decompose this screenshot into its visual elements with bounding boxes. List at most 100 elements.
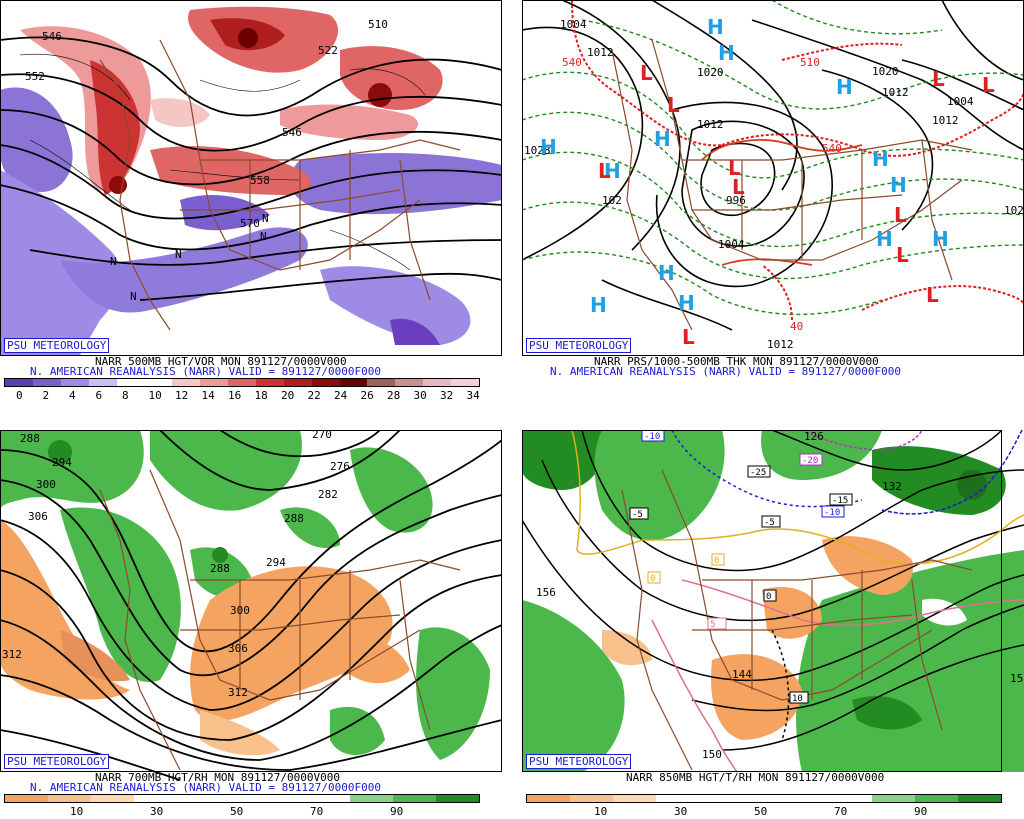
temp-label: 0 [714,556,719,566]
colorbar-tick-label: 8 [122,389,129,402]
colorbar-tick-label: 10 [70,805,84,818]
panel-700mb-rh: 288 294 300 306 270 276 282 288 288 294 … [0,416,502,819]
high-pressure-marker: H [718,41,735,65]
colorbar-tick-label: 24 [334,389,348,402]
colorbar-tick-label: 26 [360,389,374,402]
colorbar-swatch [91,795,135,802]
colorbar-swatch [423,379,451,386]
low-pressure-marker: L [732,175,745,199]
colorbar-swatch [656,795,700,802]
contour-label: 300 [230,604,250,617]
colorbar-swatch [283,379,312,386]
colorbar-swatch [255,379,284,386]
colorbar-swatch [5,795,49,802]
colorbar-tick-label: 0 [16,389,23,402]
low-pressure-marker: L [640,61,653,85]
colorbar-swatch [699,795,743,802]
high-pressure-marker: H [658,261,675,285]
colorbar-tick-label: 2 [42,389,50,402]
contour-label: 552 [25,70,45,83]
low-pressure-marker: L [982,73,995,97]
colorbar-tick-label: 20 [281,389,295,402]
contour-label: 570 [240,217,260,230]
height-label: 15 [1010,672,1023,685]
colorbar-swatch [339,379,368,386]
isobar-label: 1012 [767,338,794,351]
isobar-label: 1004 [718,238,745,251]
map-surface: 1004 1012 1020 1028 1012 1004 1012 1012 … [522,0,1024,351]
high-pressure-marker: H [654,127,671,151]
contour-label: 300 [36,478,56,491]
contour-label: 294 [266,556,286,569]
contour-label: 546 [282,126,302,139]
high-pressure-marker: H [590,293,607,317]
contour-label: 306 [228,642,248,655]
colorbar-swatch [32,379,61,386]
colorbar-swatch [228,379,256,386]
colorbar-tick-label: 10 [594,805,608,818]
high-pressure-marker: H [836,75,853,99]
contour-label: N [262,212,269,225]
height-label: 144 [732,668,752,681]
caption-title: NARR PRS/1000-500MB THK MON 891127/0000V… [594,355,879,368]
colorbar-swatch [200,379,228,386]
colorbar-swatch [144,379,173,386]
isobar-label: 1012 [932,114,959,127]
low-pressure-marker: L [682,325,695,349]
colorbar-swatch [5,379,33,386]
colorbar-swatch [871,795,915,802]
colorbar-tick-label: 70 [310,805,324,818]
high-pressure-marker: H [678,291,695,315]
contour-label: N [260,230,267,243]
caption-title: NARR 850MB HGT/T/RH MON 891127/0000V000 [626,771,885,784]
colorbar-tick-label: 12 [175,389,189,402]
colorbar-swatch [367,379,396,386]
panel-850mb-temperature: 126 132 156 144 150 15 -10 -20 -25 -15 -… [522,416,1024,819]
temp-label: 5 [710,620,715,630]
colorbar-swatch [527,795,571,802]
psu-logo: PSU METEOROLOGY [526,338,632,353]
colorbar-swatch [48,795,92,802]
psu-logo: PSU METEOROLOGY [4,338,110,353]
contour-label: 288 [284,512,304,525]
panel-500mb-vorticity: 546 510 522 552 546 558 570 N N N N N PS… [0,0,502,403]
high-pressure-marker: H [932,227,949,251]
thickness-label: 40 [790,320,803,333]
contour-label: 288 [20,432,40,445]
colorbar-vorticity [4,378,480,387]
contour-label: 546 [42,30,62,43]
contour-label: N [130,290,137,303]
colorbar-swatch [828,795,872,802]
contour-label: 312 [228,686,248,699]
map-frame [522,430,1002,772]
colorbar-tick-label: 6 [95,389,103,402]
isobar-label: 102 [602,194,622,207]
caption-valid: N. AMERICAN REANALYSIS (NARR) VALID = 89… [550,365,901,378]
colorbar-tick-label: 16 [228,389,242,402]
colorbar-swatch [435,795,480,802]
low-pressure-marker: L [896,243,909,267]
contour-label: 522 [318,44,338,57]
colorbar-swatch [349,795,393,802]
contour-label: 306 [28,510,48,523]
colorbar-swatch [395,379,424,386]
colorbar-tick-label: 4 [69,389,76,402]
low-pressure-marker: L [926,283,939,307]
contour-label: 276 [330,460,350,473]
colorbar-tick-label: 50 [230,805,244,818]
colorbar-tick-label: 90 [914,805,928,818]
colorbar-tick-label: 28 [387,389,401,402]
temp-label: -15 [832,496,848,506]
colorbar-swatch [263,795,307,802]
high-pressure-marker: H [707,15,724,39]
colorbar-tick-label: 14 [201,389,215,402]
temp-label: 0 [650,574,655,584]
colorbar-rh [526,794,1002,803]
temp-label: -10 [644,432,660,442]
temp-box-labels: -10 -20 -25 -15 -10 -5 -5 0 0 0 5 10 [629,430,853,704]
isobar-label: 1020 [872,65,899,78]
colorbar-swatch [914,795,958,802]
thickness-label: 540 [822,142,842,155]
temp-label: 0 [766,592,771,602]
colorbar-tick-label: 50 [754,805,768,818]
